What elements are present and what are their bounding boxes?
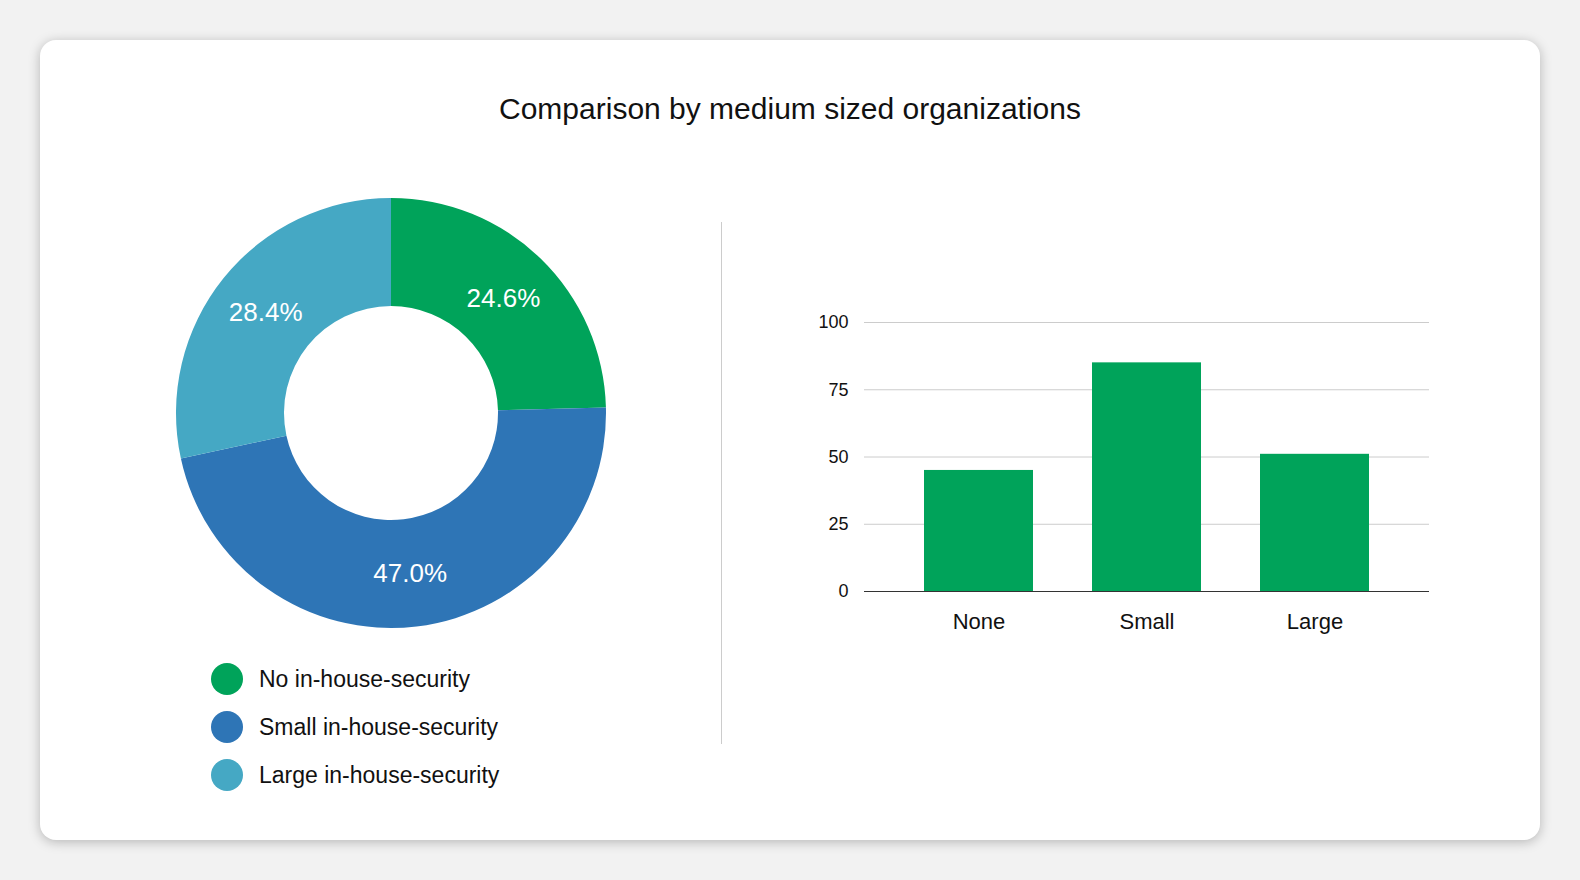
svg-text:Small: Small — [1119, 609, 1174, 634]
html-text:Comparison by medium sized org: Comparison by medium sized organizations — [499, 92, 1081, 125]
html-text:Large in-house-security: Large in-house-security — [259, 761, 500, 788]
svg-text:28.4%: 28.4% — [229, 297, 303, 327]
svg-text:None: None — [953, 609, 1006, 634]
svg-text:0: 0 — [838, 581, 848, 601]
html-text:No in-house-security: No in-house-security — [259, 665, 470, 692]
svg-text:50: 50 — [828, 447, 848, 467]
svg-text:Large: Large — [1287, 609, 1343, 634]
svg-text:75: 75 — [828, 380, 848, 400]
svg-text:100: 100 — [818, 312, 848, 332]
html-text:Small in-house-security: Small in-house-security — [259, 713, 498, 740]
svg-text:25: 25 — [828, 514, 848, 534]
svg-text:24.6%: 24.6% — [467, 283, 541, 313]
svg-text:47.0%: 47.0% — [373, 558, 447, 588]
